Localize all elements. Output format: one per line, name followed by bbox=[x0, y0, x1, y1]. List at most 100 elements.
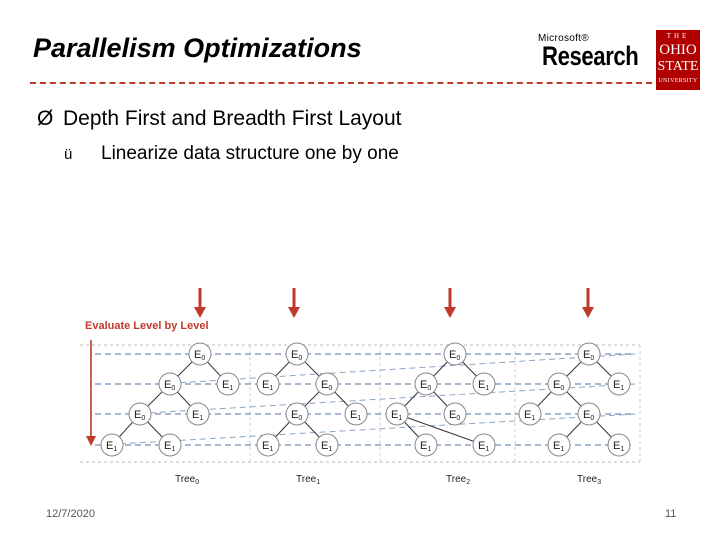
bullet-level-1: Ø Depth First and Breadth First Layout bbox=[37, 107, 402, 131]
node-label: E0 bbox=[291, 409, 302, 422]
node-label: E1 bbox=[192, 409, 203, 422]
tree-label-subscript: 1 bbox=[316, 479, 320, 486]
tree-label: Tree3 bbox=[577, 474, 601, 486]
tree-node-t0n0: E0 bbox=[188, 342, 212, 366]
node-circle bbox=[344, 402, 368, 426]
node-label: E1 bbox=[613, 440, 624, 453]
node-label: E1 bbox=[222, 379, 233, 392]
node-label-subscript: 1 bbox=[485, 446, 489, 453]
page-number: 11 bbox=[665, 508, 677, 520]
ohio-state-logo: THE OHIO STATE UNIVERSITY bbox=[656, 30, 700, 90]
node-label: E1 bbox=[164, 440, 175, 453]
node-circle bbox=[472, 433, 496, 457]
research-wordmark: Research bbox=[542, 41, 639, 71]
node-label-subscript: 1 bbox=[269, 446, 273, 453]
node-label-subscript: 0 bbox=[456, 415, 460, 422]
node-label-subscript: 0 bbox=[560, 385, 564, 392]
evaluate-arrow-head-icon bbox=[86, 436, 96, 446]
tree-node-t0n4: E1 bbox=[186, 402, 210, 426]
tree-node-t2n2: E1 bbox=[472, 372, 496, 396]
tree-label-subscript: 2 bbox=[466, 479, 470, 486]
node-label: E1 bbox=[262, 440, 273, 453]
node-label-subscript: 1 bbox=[171, 446, 175, 453]
node-label: E0 bbox=[291, 349, 302, 362]
tree-edge bbox=[396, 413, 485, 446]
node-label-subscript: 1 bbox=[620, 385, 624, 392]
tree-node-t0n1: E0 bbox=[158, 372, 182, 396]
tree-label: Tree1 bbox=[296, 474, 320, 486]
diagram-header: Evaluate Level by Level bbox=[85, 320, 209, 332]
node-label-subscript: 0 bbox=[298, 355, 302, 362]
node-label-subscript: 0 bbox=[298, 415, 302, 422]
tree-node-t3n3: E1 bbox=[518, 402, 542, 426]
node-label: E0 bbox=[194, 349, 205, 362]
node-circle bbox=[385, 402, 409, 426]
node-label: E1 bbox=[613, 379, 624, 392]
tree-node-t3n5: E1 bbox=[547, 433, 571, 457]
down-arrow-icon bbox=[194, 307, 206, 318]
down-arrow-icon bbox=[582, 307, 594, 318]
bullet-text: Depth First and Breadth First Layout bbox=[63, 107, 402, 130]
node-circle bbox=[256, 372, 280, 396]
node-circle bbox=[607, 433, 631, 457]
down-arrow-icon bbox=[444, 307, 456, 318]
tree-node-t0n6: E1 bbox=[158, 433, 182, 457]
node-label: E0 bbox=[164, 379, 175, 392]
tree-node-t2n5: E1 bbox=[414, 433, 438, 457]
footer-date: 12/7/2020 bbox=[46, 508, 95, 520]
node-label: E0 bbox=[553, 379, 564, 392]
node-circle bbox=[216, 372, 240, 396]
node-circle bbox=[158, 372, 182, 396]
node-circle bbox=[256, 433, 280, 457]
node-label-subscript: 0 bbox=[201, 355, 205, 362]
node-circle bbox=[547, 372, 571, 396]
node-label: E1 bbox=[106, 440, 117, 453]
node-label-subscript: 1 bbox=[560, 446, 564, 453]
tree-node-t1n6: E1 bbox=[315, 433, 339, 457]
node-label-subscript: 1 bbox=[328, 446, 332, 453]
node-label-subscript: 1 bbox=[199, 415, 203, 422]
bullet-text: Linearize data structure one by one bbox=[101, 143, 399, 164]
osu-state-text: STATE bbox=[657, 59, 699, 74]
node-circle bbox=[577, 342, 601, 366]
node-circle bbox=[577, 402, 601, 426]
node-label: E1 bbox=[478, 379, 489, 392]
node-circle bbox=[547, 433, 571, 457]
node-label: E1 bbox=[350, 409, 361, 422]
node-label: E1 bbox=[391, 409, 402, 422]
tree-label-subscript: 3 bbox=[597, 479, 601, 486]
tree-node-t1n2: E0 bbox=[315, 372, 339, 396]
tree-label-subscript: 0 bbox=[195, 479, 199, 486]
node-label: E0 bbox=[449, 349, 460, 362]
node-circle bbox=[188, 342, 212, 366]
node-label-subscript: 1 bbox=[485, 385, 489, 392]
node-circle bbox=[414, 433, 438, 457]
node-label-subscript: 0 bbox=[427, 385, 431, 392]
node-label: E0 bbox=[420, 379, 431, 392]
node-label-subscript: 1 bbox=[531, 415, 535, 422]
tree-node-t2n6: E1 bbox=[472, 433, 496, 457]
node-label-subscript: 0 bbox=[141, 415, 145, 422]
node-label-subscript: 1 bbox=[357, 415, 361, 422]
node-circle bbox=[100, 433, 124, 457]
node-circle bbox=[128, 402, 152, 426]
node-label: E1 bbox=[478, 440, 489, 453]
tree-node-t2n1: E0 bbox=[414, 372, 438, 396]
node-circle bbox=[285, 342, 309, 366]
tree-node-t2n0: E0 bbox=[443, 342, 467, 366]
tree-node-t3n2: E1 bbox=[607, 372, 631, 396]
osu-ohio-text: OHIO bbox=[659, 42, 697, 58]
node-label: E0 bbox=[321, 379, 332, 392]
node-label-subscript: 0 bbox=[328, 385, 332, 392]
tree-label: Tree2 bbox=[446, 474, 470, 486]
node-label: E0 bbox=[449, 409, 460, 422]
tree-node-t1n5: E1 bbox=[256, 433, 280, 457]
tree-node-t0n3: E0 bbox=[128, 402, 152, 426]
tree-node-t3n6: E1 bbox=[607, 433, 631, 457]
tree-node-t1n0: E0 bbox=[285, 342, 309, 366]
tree-node-t1n3: E0 bbox=[285, 402, 309, 426]
node-label-subscript: 1 bbox=[398, 415, 402, 422]
node-label-subscript: 1 bbox=[229, 385, 233, 392]
node-label-subscript: 0 bbox=[590, 415, 594, 422]
